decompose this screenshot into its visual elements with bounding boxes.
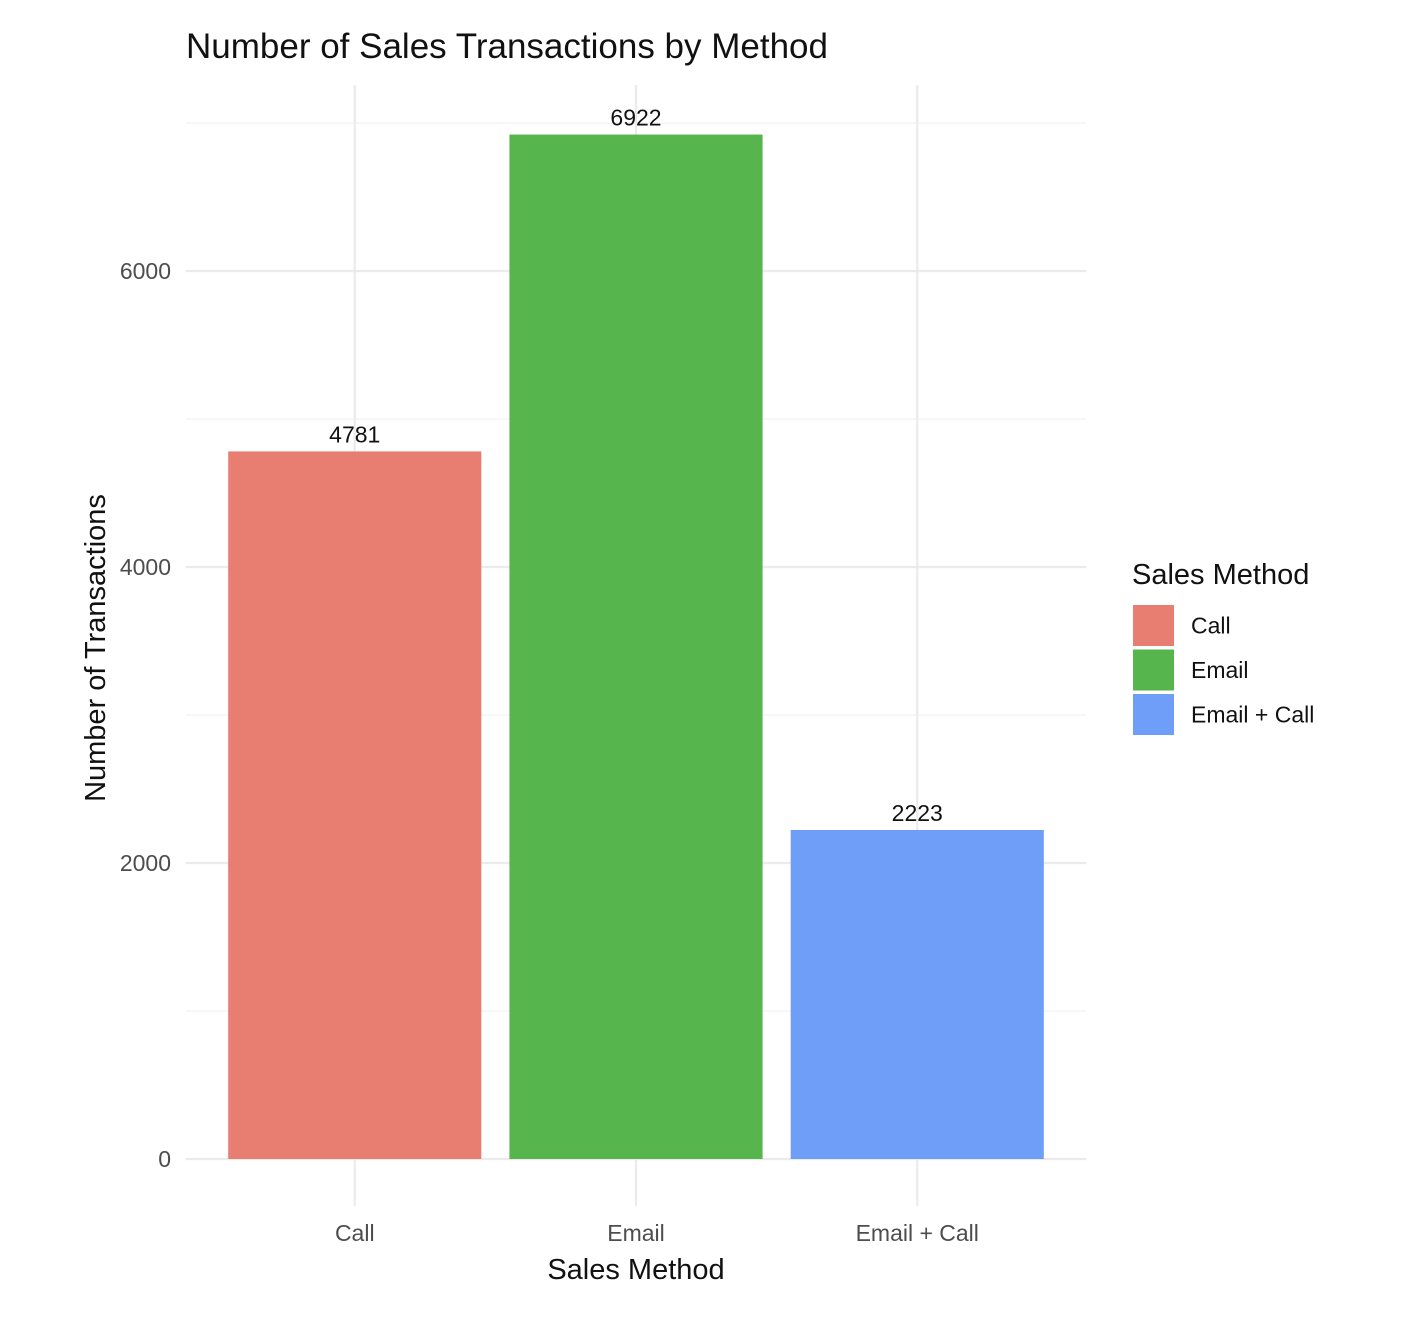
legend-key: [1133, 605, 1174, 646]
legend: Sales Method Call Email Email + Call: [1132, 559, 1314, 735]
chart-title: Number of Sales Transactions by Method: [186, 27, 828, 66]
y-tick-label: 6000: [120, 258, 171, 284]
bar-value-label: 4781: [329, 421, 380, 447]
legend-label: Call: [1191, 613, 1231, 639]
bar: [228, 451, 482, 1159]
x-tick-label: Email + Call: [856, 1220, 979, 1246]
bar-value-label: 2223: [892, 800, 943, 826]
x-axis: Call Email Email + Call: [335, 1220, 979, 1246]
y-axis: 0 2000 4000 6000: [120, 258, 171, 1172]
x-axis-title: Sales Method: [547, 1254, 724, 1286]
legend-title: Sales Method: [1132, 559, 1309, 591]
x-tick-label: Email: [607, 1220, 665, 1246]
bar-value-label: 6922: [610, 105, 661, 131]
bar: [509, 134, 763, 1160]
legend-key: [1133, 694, 1174, 735]
x-tick-label: Call: [335, 1220, 375, 1246]
data-labels: 4781 6922 2223: [329, 105, 943, 826]
legend-label: Email + Call: [1191, 702, 1314, 728]
bar: [790, 829, 1044, 1159]
bars: [228, 134, 1044, 1160]
y-tick-label: 2000: [120, 850, 171, 876]
y-tick-label: 4000: [120, 554, 171, 580]
y-tick-label: 0: [158, 1146, 171, 1172]
y-axis-title: Number of Transactions: [80, 494, 112, 802]
legend-key: [1133, 649, 1174, 691]
legend-label: Email: [1191, 657, 1249, 683]
